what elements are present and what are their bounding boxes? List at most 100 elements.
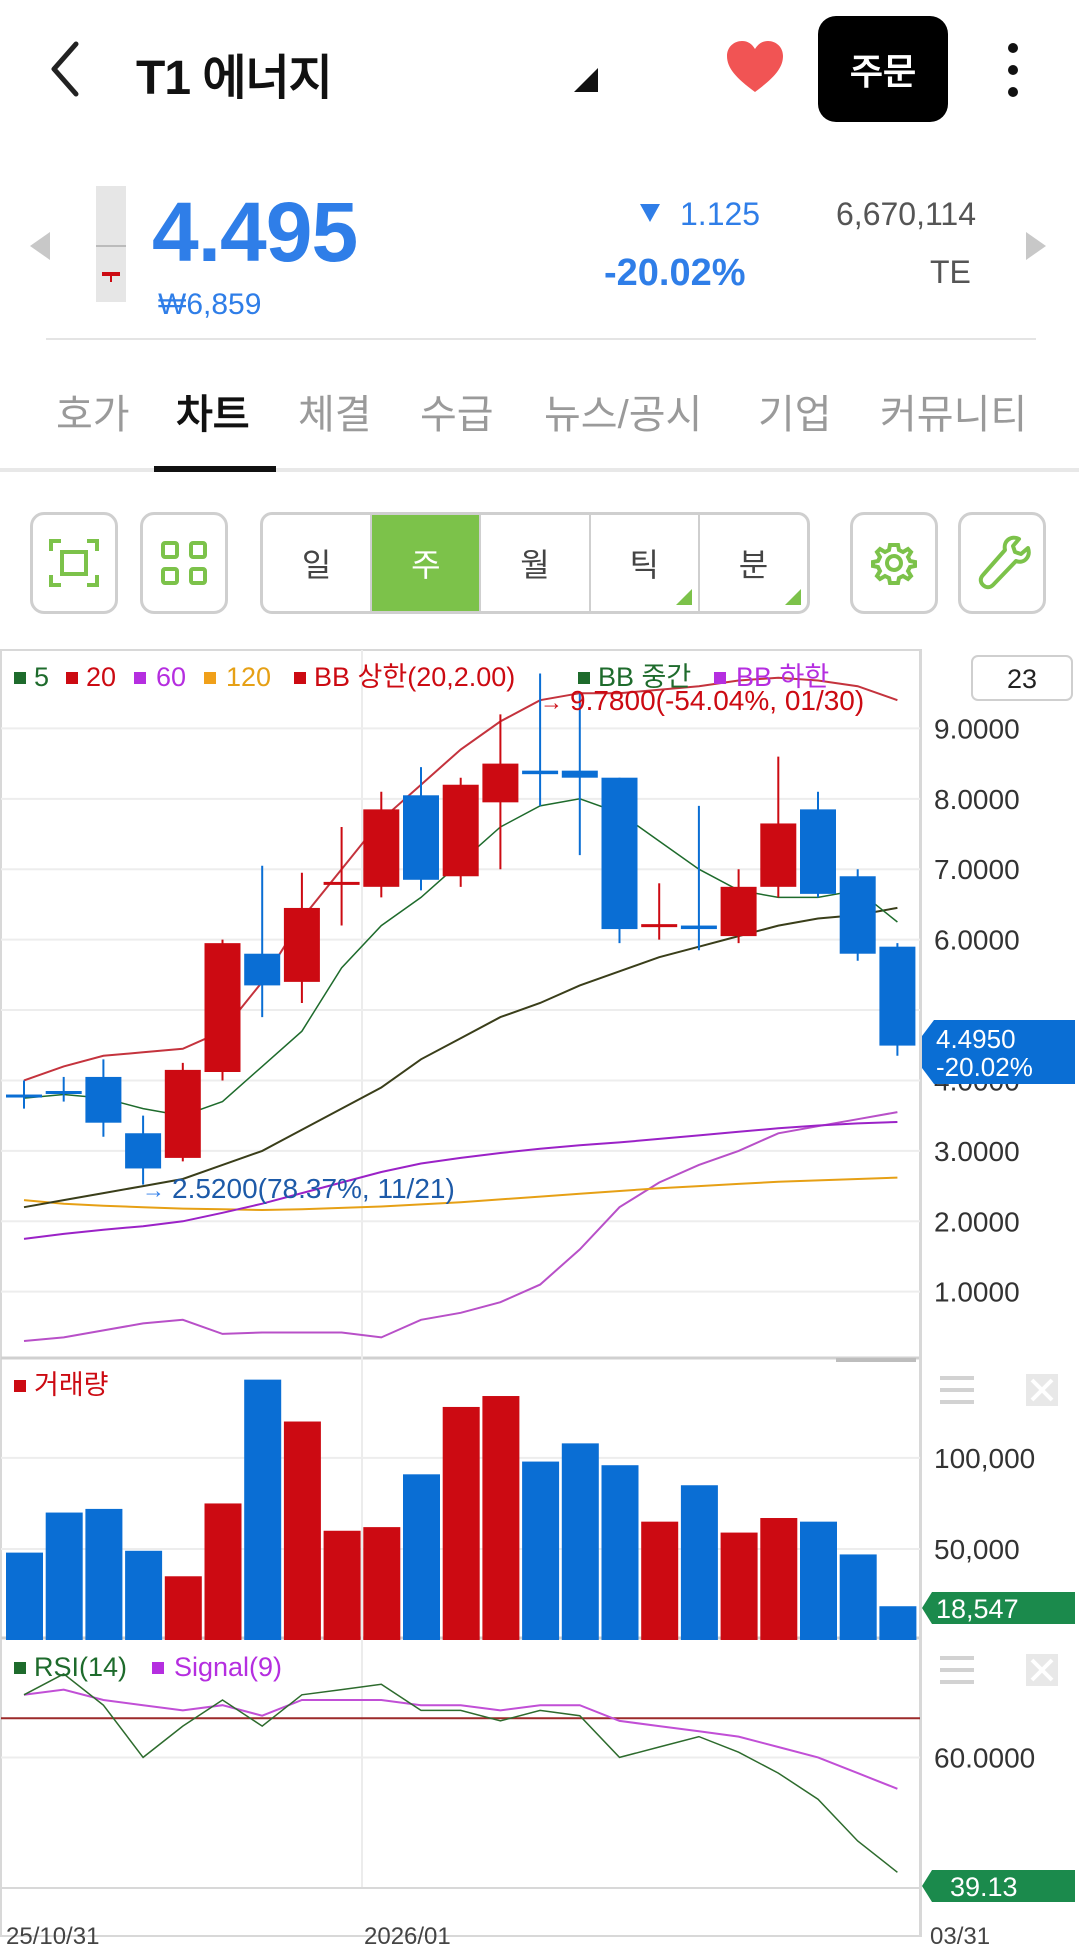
volume-bar xyxy=(561,1443,599,1640)
candles xyxy=(6,673,916,1185)
high-annotation: 9.7800(-54.04%, 01/30) xyxy=(570,685,864,716)
price-divider xyxy=(46,338,1036,340)
candle-body xyxy=(45,1091,82,1095)
rsi-lines xyxy=(1,1673,920,1873)
volume-close-icon[interactable] xyxy=(1026,1374,1058,1406)
candle-body xyxy=(760,823,797,887)
candle-body xyxy=(6,1094,42,1098)
volume-bars xyxy=(6,1379,917,1640)
fullscreen-button[interactable] xyxy=(30,512,118,614)
candle-body xyxy=(85,1076,122,1123)
dropdown-triangle-icon[interactable] xyxy=(574,68,598,92)
chart-legend: 5 20 60 120 BB 상한(20,2.00) BB 중간 BB 하한 xyxy=(14,662,829,692)
candle-count-value: 23 xyxy=(1007,664,1037,694)
candle-body xyxy=(839,876,876,954)
bb-upper-line xyxy=(23,676,898,1082)
legend-swatch-ma5 xyxy=(14,672,26,684)
period-week[interactable]: 주 xyxy=(372,515,482,611)
price-tick-label: 6.0000 xyxy=(934,925,1020,956)
fullscreen-icon xyxy=(49,539,99,587)
order-button[interactable]: 주문 xyxy=(818,16,948,122)
rsi-tick-label: 60.0000 xyxy=(934,1742,1035,1773)
prev-stock-icon[interactable] xyxy=(30,232,50,260)
tab-trades[interactable]: 체결 xyxy=(298,393,372,437)
candle-body xyxy=(641,924,678,928)
indicator-tools-button[interactable] xyxy=(958,512,1046,614)
period-month[interactable]: 월 xyxy=(481,515,591,611)
x-label-start: 25/10/31 xyxy=(6,1923,99,1950)
price-tick-label: 8.0000 xyxy=(934,784,1020,815)
layout-button[interactable] xyxy=(140,512,228,614)
mini-candle-icon xyxy=(96,186,126,302)
candle-body xyxy=(680,925,717,930)
x-label-end: 03/31 xyxy=(930,1923,990,1950)
high-arrow-icon: → xyxy=(540,689,563,715)
chart-area[interactable]: 1.00002.00003.00004.00006.00007.00008.00… xyxy=(0,648,1079,1960)
volume-bar xyxy=(6,1552,43,1640)
tab-chart[interactable]: 차트 xyxy=(176,393,250,437)
legend-ma120: 120 xyxy=(226,662,271,692)
legend-ma60: 60 xyxy=(156,662,186,692)
candle-body xyxy=(283,907,320,982)
volume-bar xyxy=(601,1465,639,1640)
next-stock-icon[interactable] xyxy=(1026,232,1046,260)
rsi-close-icon[interactable] xyxy=(1026,1654,1058,1686)
price-tick-label: 2.0000 xyxy=(934,1206,1020,1237)
tab-news[interactable]: 뉴스/공시 xyxy=(544,393,703,437)
period-minute[interactable]: 분 xyxy=(700,515,807,611)
price-chart[interactable]: 1.00002.00003.00004.00006.00007.00008.00… xyxy=(0,648,1079,1960)
volume-bar xyxy=(244,1379,282,1640)
legend-swatch-bb-upper xyxy=(294,672,306,684)
heart-icon[interactable] xyxy=(726,40,784,94)
more-vertical-icon[interactable] xyxy=(996,42,1030,98)
legend-bb-lower: BB 하한 xyxy=(736,662,829,692)
tab-community[interactable]: 커뮤니티 xyxy=(880,393,1028,437)
volume-bar xyxy=(522,1461,560,1640)
legend-swatch-signal xyxy=(152,1662,164,1674)
candle-count-badge[interactable]: 23 xyxy=(971,655,1073,701)
candle-body xyxy=(879,946,916,1046)
rsi-current-label: 39.13 xyxy=(950,1872,1018,1902)
rsi-menu-icon[interactable] xyxy=(940,1656,974,1684)
period-day[interactable]: 일 xyxy=(263,515,373,611)
legend-bb-mid: BB 중간 xyxy=(598,662,691,692)
period-selector: 일 주 월 틱 분 xyxy=(260,512,810,614)
volume-menu-icon[interactable] xyxy=(940,1376,974,1404)
candle-body xyxy=(164,1069,201,1158)
period-minute-label: 분 xyxy=(738,547,769,583)
candle-body xyxy=(403,795,439,880)
candle-body xyxy=(561,770,598,778)
tab-orderbook[interactable]: 호가 xyxy=(56,393,130,437)
price-tick-label: 3.0000 xyxy=(934,1136,1020,1167)
legend-swatch-volume xyxy=(14,1380,26,1392)
candle-body xyxy=(601,777,638,930)
candle-body xyxy=(244,953,281,986)
volume-tick-label: 50,000 xyxy=(934,1534,1020,1565)
back-arrow-icon[interactable] xyxy=(44,38,94,100)
trade-volume: 6,670,114 xyxy=(836,196,976,232)
period-tick[interactable]: 틱 xyxy=(591,515,700,611)
low-arrow-icon: → xyxy=(142,1177,165,1203)
rsi-title: RSI(14) xyxy=(34,1652,127,1682)
volume-bar xyxy=(442,1406,480,1640)
down-triangle-icon xyxy=(640,204,660,222)
volume-bar xyxy=(839,1554,877,1640)
bb-lower-line xyxy=(23,1111,898,1342)
current-price-label: 4.4950 xyxy=(936,1024,1016,1054)
chart-settings-button[interactable] xyxy=(850,512,938,614)
legend-swatch-bb-lower xyxy=(714,672,726,684)
tab-flows[interactable]: 수급 xyxy=(420,393,494,437)
volume-bar xyxy=(85,1508,123,1640)
wrench-icon xyxy=(978,535,1031,590)
tab-company[interactable]: 기업 xyxy=(758,393,832,437)
ma120-line xyxy=(23,1176,898,1212)
rsi-current-marker: 39.13 xyxy=(922,1870,1075,1902)
rsi-line xyxy=(23,1673,898,1873)
grid-icon xyxy=(161,541,207,585)
volume-current-label: 18,547 xyxy=(936,1594,1019,1624)
exchange-code: TE xyxy=(930,254,971,290)
stock-title[interactable]: T1 에너지 xyxy=(136,52,333,105)
volume-tick-label: 100,000 xyxy=(934,1443,1035,1474)
candle-body xyxy=(323,881,360,885)
legend-swatch-rsi xyxy=(14,1662,26,1674)
